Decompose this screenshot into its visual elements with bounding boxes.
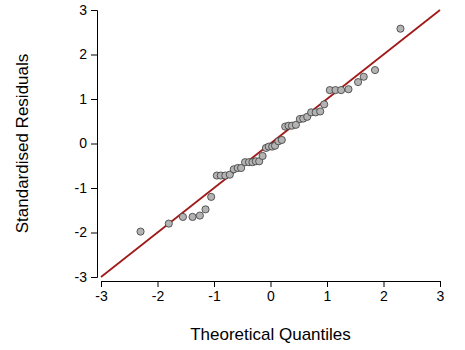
tick: 1: [324, 281, 332, 304]
tick-label: 1: [324, 288, 332, 304]
tick-label: 2: [79, 46, 87, 62]
tick: 3: [79, 2, 97, 18]
tick-mark: [91, 233, 97, 234]
point: [278, 136, 285, 143]
tick-label: -2: [75, 224, 88, 240]
tick: -2: [75, 224, 97, 240]
point: [354, 78, 361, 85]
point: [179, 213, 186, 220]
tick-label: -2: [152, 288, 165, 304]
tick-mark: [384, 281, 385, 287]
point: [317, 108, 324, 115]
tick-label: -3: [95, 288, 108, 304]
tick-label: 3: [79, 2, 87, 18]
x-axis-title: Theoretical Quantiles: [190, 325, 351, 344]
point: [202, 206, 209, 213]
tick-label: -1: [208, 288, 221, 304]
tick: 2: [380, 281, 388, 304]
tick: 3: [437, 281, 445, 304]
point: [338, 87, 345, 94]
axis-line: [102, 282, 441, 288]
tick-label: 3: [437, 288, 445, 304]
point: [196, 212, 203, 219]
tick-mark: [91, 55, 97, 56]
tick: 2: [79, 46, 97, 62]
tick: -1: [208, 281, 221, 304]
tick: -1: [75, 180, 97, 196]
chart: -3 -2 -1 0 1 2 3 -3 -2 -1 0 1 2 3 Theoretical Quantile…: [0, 0, 465, 350]
tick: -3: [75, 269, 97, 285]
point: [165, 220, 172, 227]
tick-label: 0: [267, 288, 275, 304]
point: [137, 228, 144, 235]
tick-mark: [271, 281, 272, 287]
tick-mark: [91, 99, 97, 100]
tick-label: -3: [75, 269, 88, 285]
tick-mark: [91, 144, 97, 145]
point: [371, 66, 378, 73]
point: [208, 193, 215, 200]
tick-mark: [440, 281, 441, 287]
tick-mark: [91, 10, 97, 11]
y-axis: -3 -2 -1 0 1 2 3: [75, 2, 98, 285]
tick-mark: [91, 277, 97, 278]
y-axis-title: Standardised Residuals: [13, 54, 32, 234]
point: [259, 152, 266, 159]
tick-mark: [214, 281, 215, 287]
tick: -3: [95, 281, 108, 304]
plot: -3 -2 -1 0 1 2 3 -3 -2 -1 0 1 2 3: [75, 2, 445, 304]
point: [345, 86, 352, 93]
marks: [101, 10, 440, 277]
tick-label: -1: [75, 180, 88, 196]
point: [360, 73, 367, 80]
tick-mark: [91, 188, 97, 189]
reference-line: [101, 10, 440, 277]
point: [189, 213, 196, 220]
point: [321, 101, 328, 108]
tick-label: 2: [380, 288, 388, 304]
tick: -2: [152, 281, 165, 304]
tick-label: 1: [79, 91, 87, 107]
point: [397, 25, 404, 32]
tick-mark: [101, 281, 102, 287]
tick-mark: [158, 281, 159, 287]
tick-label: 0: [79, 135, 87, 151]
tick-mark: [327, 281, 328, 287]
tick: 0: [79, 135, 97, 151]
tick: 1: [79, 91, 97, 107]
tick: 0: [267, 281, 275, 304]
x-axis: -3 -2 -1 0 1 2 3: [95, 281, 444, 304]
axis-line: [91, 11, 98, 278]
